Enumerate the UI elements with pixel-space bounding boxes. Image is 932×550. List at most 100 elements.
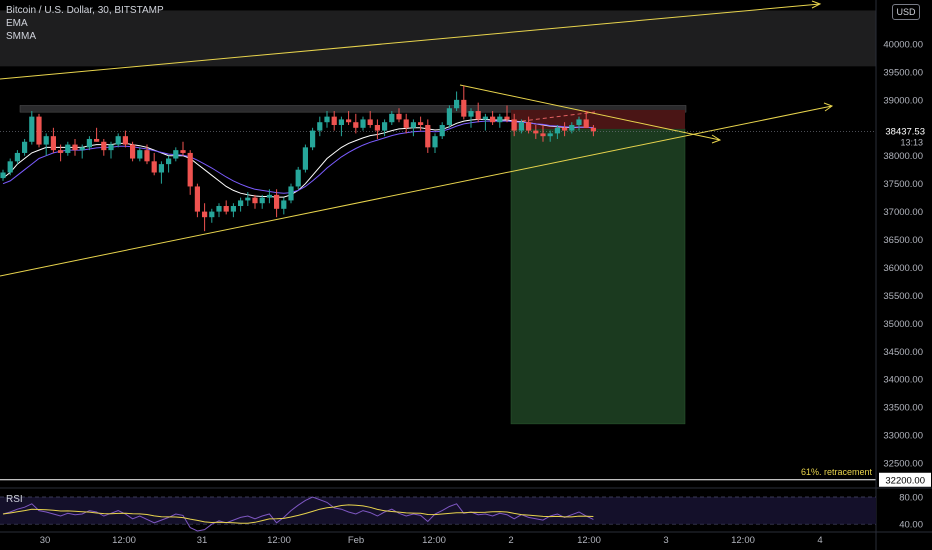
- candle: [22, 138, 28, 156]
- candle-body: [382, 122, 388, 131]
- candle: [137, 147, 143, 162]
- candle-body: [562, 127, 568, 131]
- candle: [216, 203, 222, 218]
- candle-body: [22, 141, 28, 153]
- candle-body: [324, 116, 330, 123]
- candle: [490, 111, 496, 126]
- candle: [194, 183, 200, 218]
- rsi-signal-line: [2, 504, 594, 524]
- candle: [58, 144, 64, 162]
- countdown-label: 13:13: [900, 137, 923, 147]
- candle: [482, 113, 488, 131]
- candle: [338, 116, 344, 137]
- rsi-tick-label: 40.00: [899, 520, 923, 531]
- time-tick-label: 12:00: [267, 535, 291, 546]
- candle-body: [482, 116, 488, 120]
- candle-body: [367, 119, 373, 126]
- symbol-title[interactable]: Bitcoin / U.S. Dollar, 30, BITSTAMP: [6, 5, 164, 16]
- candle-body: [317, 122, 323, 131]
- candle-body: [475, 111, 481, 120]
- candle: [86, 136, 92, 151]
- candle: [331, 111, 337, 131]
- resistance-zone: [0, 10, 876, 67]
- candle: [497, 113, 503, 128]
- candle: [122, 130, 128, 148]
- candle: [266, 189, 272, 204]
- candle: [310, 127, 316, 151]
- candle-body: [173, 150, 179, 159]
- candle: [115, 133, 121, 148]
- target-zone: [510, 128, 686, 425]
- current-price-badge: [879, 123, 931, 150]
- candle-body: [230, 206, 236, 212]
- candle: [526, 116, 532, 134]
- candle: [562, 122, 568, 137]
- rsi-tick-label: 80.00: [899, 493, 923, 504]
- current-price-label: 38437.53: [885, 126, 925, 137]
- candle-body: [180, 150, 186, 153]
- candle-body: [432, 136, 438, 148]
- currency-button[interactable]: USD: [892, 4, 920, 20]
- smma-indicator-label[interactable]: SMMA: [6, 31, 36, 42]
- candle-body: [0, 172, 6, 179]
- price-tick-label: 33000.00: [883, 431, 923, 442]
- upper-channel-line: [0, 3, 821, 80]
- candle: [14, 150, 20, 165]
- price-tick-label: 37500.00: [883, 179, 923, 190]
- price-tick-label: 37000.00: [883, 207, 923, 218]
- candle: [403, 113, 409, 134]
- candle-body: [425, 125, 431, 148]
- candle-body: [454, 99, 460, 109]
- candle-body: [36, 116, 42, 145]
- candle-body: [302, 147, 308, 170]
- candle-body: [151, 161, 157, 173]
- candle-body: [446, 108, 452, 126]
- candle: [7, 158, 13, 176]
- candle-body: [43, 136, 49, 145]
- candle: [108, 141, 114, 159]
- candle: [353, 113, 359, 134]
- candle-body: [497, 116, 503, 123]
- candle: [151, 152, 157, 176]
- candle: [50, 127, 56, 153]
- ema-indicator-label[interactable]: EMA: [6, 18, 28, 29]
- candle: [130, 141, 136, 162]
- candle: [259, 194, 265, 209]
- candle-body: [130, 144, 136, 159]
- candle-body: [209, 211, 215, 218]
- time-tick-label: Feb: [348, 535, 364, 546]
- price-tick-label: 34000.00: [883, 375, 923, 386]
- candle: [65, 141, 71, 156]
- candle-body: [50, 136, 56, 151]
- rsi-indicator-label[interactable]: RSI: [6, 494, 23, 505]
- candle: [533, 125, 539, 139]
- candle: [461, 85, 467, 120]
- candle: [94, 127, 100, 142]
- candle-body: [374, 125, 380, 131]
- candle-body: [396, 113, 402, 120]
- candle: [346, 111, 352, 126]
- price-tick-label: 32500.00: [883, 459, 923, 470]
- candle-body: [202, 211, 208, 218]
- candle-body: [346, 119, 352, 123]
- candle-body: [310, 130, 316, 148]
- candle-body: [360, 119, 366, 128]
- candle: [230, 203, 236, 218]
- candle: [418, 116, 424, 131]
- candle-body: [504, 116, 510, 120]
- candle-body: [295, 169, 301, 187]
- candle-body: [281, 200, 287, 209]
- candle: [389, 111, 395, 126]
- candle: [202, 203, 208, 232]
- candle-body: [166, 158, 172, 165]
- candle-body: [108, 144, 114, 151]
- candle: [144, 144, 150, 165]
- stop-zone: [511, 109, 685, 129]
- candle: [583, 111, 589, 128]
- candle-body: [353, 122, 359, 128]
- candle-body: [410, 122, 416, 128]
- candle-body: [72, 144, 78, 151]
- candle-body: [94, 138, 100, 142]
- candle-body: [65, 144, 71, 153]
